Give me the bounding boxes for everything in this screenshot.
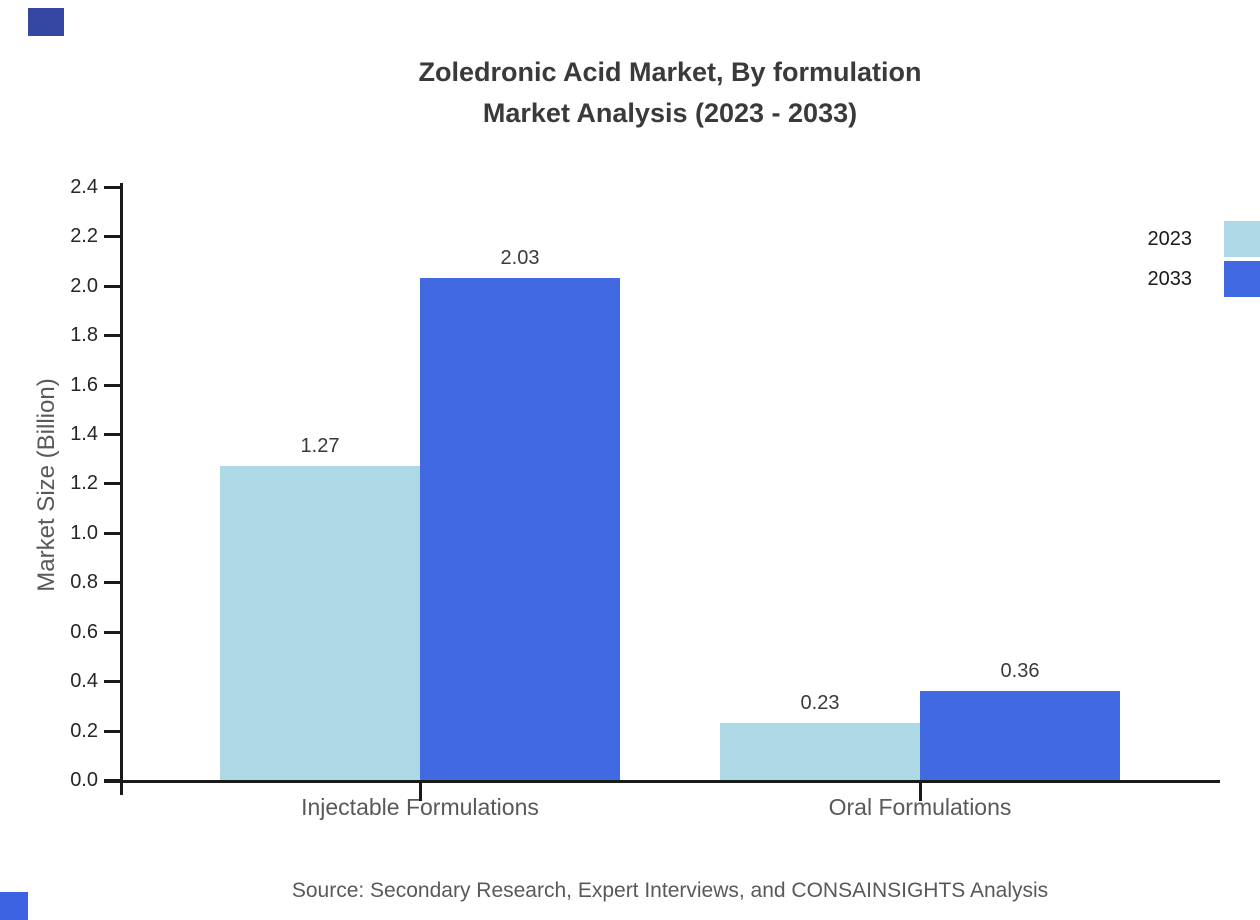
bar-2023-oral-formulations [720, 723, 920, 780]
y-tick-label: 0.6 [70, 621, 98, 643]
y-tick-label: 1.2 [70, 472, 98, 494]
y-tick [104, 285, 120, 288]
y-tick [104, 235, 120, 238]
bar-value-label: 2.03 [500, 247, 540, 269]
bar-value-label: 1.27 [300, 435, 340, 457]
y-tick [104, 433, 120, 436]
bar-2033-injectable-formulations [420, 278, 620, 780]
category-label-oral-formulations: Oral Formulations [828, 794, 1012, 820]
legend-swatch-2023-icon [1224, 221, 1260, 257]
x-axis-line [104, 780, 1220, 783]
legend-item-2033: 2033 [1148, 261, 1260, 297]
y-tick-label: 1.8 [70, 324, 98, 346]
legend-label-2023: 2023 [1147, 227, 1193, 250]
legend-item-2023: 2023 [1148, 221, 1260, 257]
bar-value-label: 0.36 [1000, 660, 1040, 682]
brand-square-top-left [28, 8, 64, 36]
y-axis-line [120, 183, 123, 795]
y-tick-label: 2.2 [70, 225, 98, 247]
y-tick [104, 334, 120, 337]
y-tick [104, 482, 120, 485]
y-tick-label: 2.0 [70, 275, 98, 297]
x-tick [919, 783, 922, 801]
bar-2023-injectable-formulations [220, 466, 420, 780]
y-tick [104, 186, 120, 189]
chart-title-line1: Zoledronic Acid Market, By formulation [418, 57, 922, 87]
y-tick-label: 0.4 [70, 670, 98, 692]
y-tick-label: 0.8 [70, 571, 98, 593]
y-tick [104, 631, 120, 634]
y-tick [104, 730, 120, 733]
y-tick-label: 0.0 [70, 769, 98, 791]
y-tick [104, 532, 120, 535]
category-label-injectable-formulations: Injectable Formulations [301, 794, 539, 820]
bar-2033-oral-formulations [920, 691, 1120, 780]
source-note: Source: Secondary Research, Expert Inter… [291, 879, 1049, 902]
y-tick [104, 384, 120, 387]
y-tick [104, 779, 120, 782]
chart-title-line2: Market Analysis (2023 - 2033) [482, 98, 858, 128]
legend-swatch-2033-icon [1224, 261, 1260, 297]
x-tick [419, 783, 422, 801]
chart-title: Zoledronic Acid Market, By formulation M… [120, 52, 1220, 134]
y-tick-label: 2.4 [70, 176, 98, 198]
y-tick-label: 1.6 [70, 374, 98, 396]
legend-label-2033: 2033 [1147, 267, 1193, 290]
y-tick [104, 581, 120, 584]
y-tick-label: 0.2 [70, 720, 98, 742]
y-tick-label: 1.0 [70, 522, 98, 544]
legend: 2023 2033 [1148, 221, 1260, 301]
brand-square-bottom-left [0, 892, 28, 920]
bar-value-label: 0.23 [800, 692, 840, 714]
y-tick-label: 1.4 [70, 423, 98, 445]
y-tick [104, 680, 120, 683]
